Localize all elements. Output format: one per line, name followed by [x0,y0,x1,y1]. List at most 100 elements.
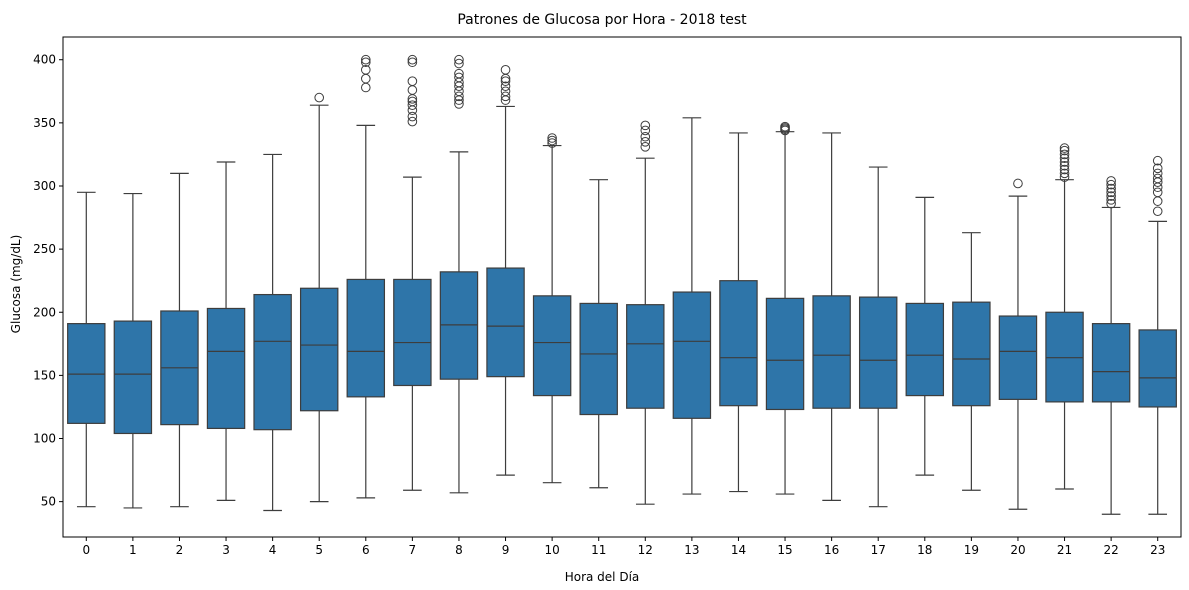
iqr-box [113,320,153,435]
box-hour-3 [206,161,246,501]
x-tick-label: 13 [684,543,699,557]
x-tick-label: 17 [871,543,886,557]
x-tick-label: 3 [222,543,230,557]
box-hour-4 [253,153,292,512]
outlier-point [360,54,371,65]
box-hour-19 [952,232,991,491]
outlier-point [1059,149,1070,160]
x-tick-label: 0 [82,543,90,557]
box-hour-15 [765,121,805,495]
x-tick-label: 23 [1150,543,1165,557]
outlier-point [1013,178,1023,189]
x-tick-label: 15 [777,543,792,557]
y-tick-label: 150 [33,368,56,382]
iqr-box [67,323,106,424]
outlier-point [1106,187,1116,198]
chart-title: Patrones de Glucosa por Hora - 2018 test [457,12,747,28]
y-tick-label: 200 [33,305,56,319]
outlier-point [407,96,418,107]
iqr-box [905,302,945,397]
iqr-box [299,287,339,412]
x-tick-label: 20 [1010,543,1025,557]
outlier-point [1152,182,1163,193]
iqr-box [206,307,246,430]
outlier-point [640,125,651,136]
outlier-point [454,95,464,105]
outlier-point [1059,145,1070,156]
outlier-point [500,81,511,92]
outlier-point [407,100,418,110]
outlier-point [1106,191,1116,201]
x-tick-label: 6 [362,543,370,557]
iqr-box [952,301,991,407]
x-tick-label: 16 [824,543,839,557]
y-tick-label: 350 [33,116,56,130]
iqr-box [998,315,1038,400]
outlier-point [454,91,464,102]
outlier-point [454,99,464,109]
y-tick-label: 250 [33,242,56,256]
outlier-point [454,54,464,65]
outlier-point [454,77,464,88]
iqr-box [1091,323,1131,403]
outlier-point [407,111,418,122]
x-tick-label: 22 [1103,543,1118,557]
outlier-point [547,138,557,148]
outlier-point [1106,176,1116,186]
y-tick-label: 50 [41,495,56,509]
outlier-point [1059,143,1070,153]
outlier-point [500,86,511,97]
outlier-point [1152,168,1163,179]
box-hour-20 [998,178,1038,510]
iqr-box [626,304,665,409]
box-hour-0 [67,191,106,508]
outlier-point [1152,173,1163,184]
outlier-point [1106,195,1116,205]
iqr-box [672,291,712,419]
outlier-point [454,72,464,83]
box-hour-22 [1091,176,1131,515]
outlier-point [407,105,418,116]
box-hour-10 [532,133,572,484]
x-tick-label: 14 [731,543,746,557]
iqr-box [765,297,805,411]
box-hour-16 [812,132,851,501]
outlier-point [1059,168,1070,179]
plot-frame [62,36,1182,538]
box-hour-2 [160,172,199,508]
outlier-point [1059,157,1070,167]
outlier-point [407,57,418,68]
iqr-box [1138,329,1177,408]
outlier-point [500,91,511,102]
outlier-point [360,65,371,75]
outlier-point [500,95,511,105]
iqr-box [439,271,479,380]
x-tick-label: 18 [917,543,932,557]
outlier-point [1059,160,1070,171]
box-hour-14 [719,132,758,493]
outlier-point [500,65,511,75]
outlier-point [640,120,651,131]
outlier-point [454,81,464,92]
plot-area [67,54,1177,515]
outlier-point [1106,179,1116,190]
x-tick-label: 1 [129,543,137,557]
x-tick-label: 4 [269,543,277,557]
outlier-point [360,57,371,68]
x-axis-label: Hora del Día [565,570,640,584]
x-tick-label: 19 [964,543,979,557]
iqr-box [579,302,618,416]
box-hour-1 [113,192,153,509]
outlier-point [1152,163,1163,174]
outlier-point [1106,183,1116,194]
box-hour-6 [346,54,386,499]
box-hour-12 [626,120,665,505]
box-hour-13 [672,117,712,495]
outlier-point [1152,196,1163,206]
box-hour-18 [905,196,945,476]
iqr-box [253,293,292,431]
outlier-point [500,76,511,86]
outlier-point [454,86,464,97]
iqr-box [858,296,898,409]
